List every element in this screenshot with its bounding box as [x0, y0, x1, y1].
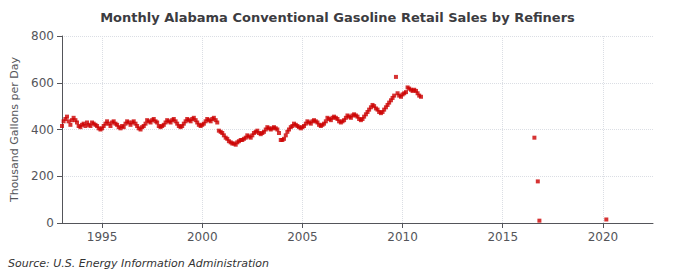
svg-text:800: 800 — [31, 29, 54, 43]
svg-text:2010: 2010 — [387, 230, 418, 244]
svg-text:0: 0 — [46, 216, 54, 230]
svg-text:2020: 2020 — [588, 230, 619, 244]
svg-text:2015: 2015 — [487, 230, 518, 244]
svg-text:2000: 2000 — [187, 230, 218, 244]
svg-text:Thousand Gallons per Day: Thousand Gallons per Day — [8, 56, 21, 203]
svg-text:1995: 1995 — [87, 230, 118, 244]
svg-text:400: 400 — [31, 123, 54, 137]
svg-text:600: 600 — [31, 76, 54, 90]
svg-text:2005: 2005 — [287, 230, 318, 244]
svg-text:Monthly Alabama Conventional G: Monthly Alabama Conventional Gasoline Re… — [100, 10, 575, 25]
svg-text:200: 200 — [31, 169, 54, 183]
svg-text:Source: U.S. Energy Informatio: Source: U.S. Energy Information Administ… — [8, 257, 269, 270]
